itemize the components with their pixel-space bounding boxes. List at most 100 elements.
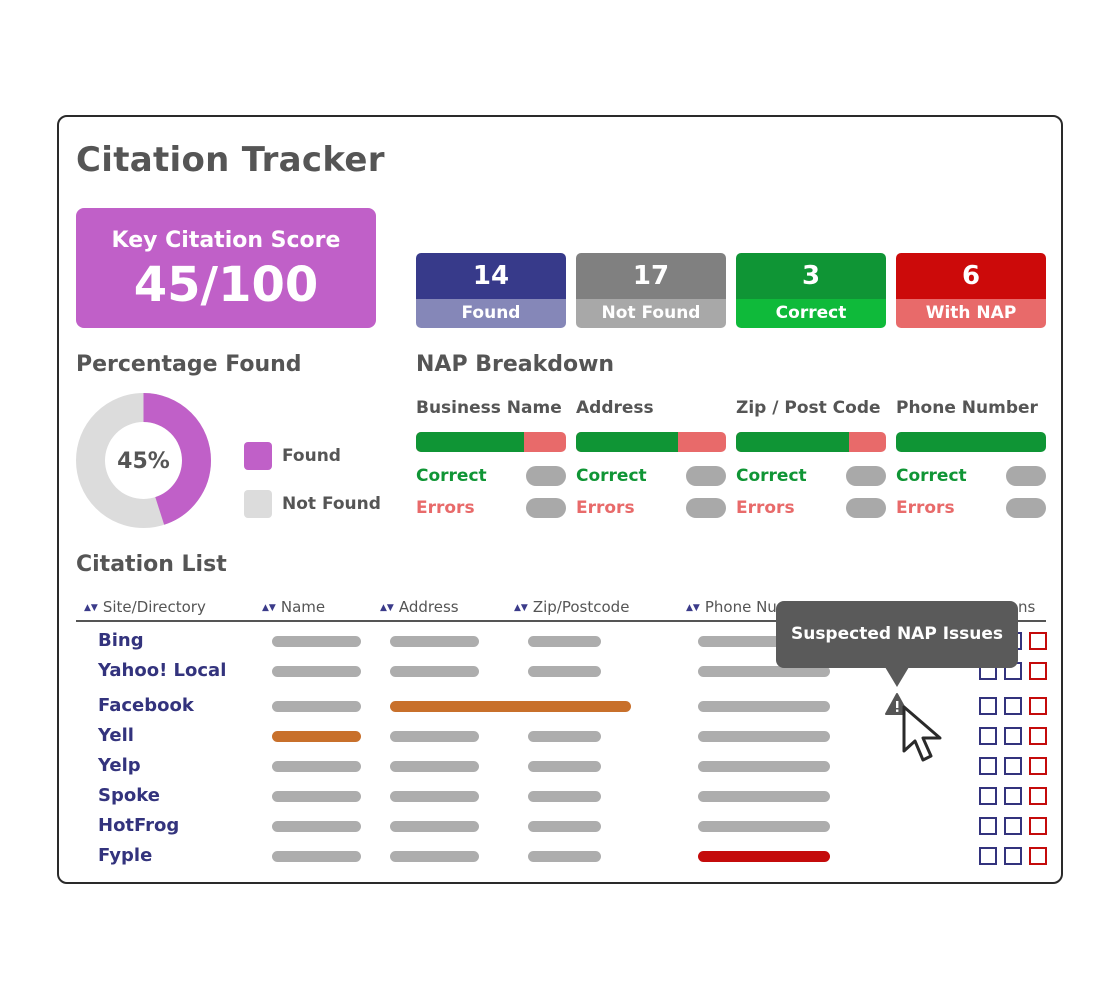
nap-correct-toggle[interactable] xyxy=(1006,466,1046,486)
nap-breakdown-heading: NAP Breakdown xyxy=(416,352,615,377)
key-citation-score-box: Key Citation Score 45/100 xyxy=(76,208,376,328)
action-checkbox-flag[interactable] xyxy=(1029,757,1047,775)
column-header-address[interactable]: ▲▼ Address xyxy=(380,598,459,616)
action-checkbox-2[interactable] xyxy=(1004,817,1022,835)
address-value-bar xyxy=(390,791,479,802)
action-checkbox-2[interactable] xyxy=(1004,697,1022,715)
action-checkbox-2[interactable] xyxy=(1004,757,1022,775)
nap-errors-toggle[interactable] xyxy=(1006,498,1046,518)
action-checkbox-flag[interactable] xyxy=(1029,847,1047,865)
nap-errors-label: Errors xyxy=(576,498,635,518)
action-checkbox-1[interactable] xyxy=(979,787,997,805)
action-checkbox-flag[interactable] xyxy=(1029,817,1047,835)
score-value: 45/100 xyxy=(133,257,319,313)
name-value-bar xyxy=(272,821,361,832)
stat-nap-errors[interactable]: 6 With NAP Errors xyxy=(896,253,1046,328)
phone-value-bar xyxy=(698,636,830,647)
mouse-pointer-icon xyxy=(902,705,942,762)
action-checkbox-1[interactable] xyxy=(979,757,997,775)
stat-nap-errors-count: 6 xyxy=(896,253,1046,299)
action-checkbox-1[interactable] xyxy=(979,697,997,715)
column-header-address-label: Address xyxy=(398,598,459,616)
nap-progress-correct-fill xyxy=(896,432,1046,452)
donut-found-segment xyxy=(76,393,211,528)
phone-value-bar xyxy=(698,821,830,832)
nap-column-address: Address xyxy=(576,398,654,418)
address-value-bar xyxy=(390,731,479,742)
phone-value-bar xyxy=(698,666,830,677)
nap-progress-bar-phone-number xyxy=(896,432,1046,452)
zip-value-bar xyxy=(528,761,601,772)
table-header-divider xyxy=(76,620,1046,622)
name-value-bar xyxy=(272,636,361,647)
citation-site-link[interactable]: Fyple xyxy=(98,845,153,866)
nap-errors-label: Errors xyxy=(736,498,795,518)
column-header-actions[interactable]: ns xyxy=(1018,598,1035,616)
nap-progress-bar-business-name xyxy=(416,432,566,452)
zip-value-bar xyxy=(528,666,601,677)
suspected-nap-issues-tooltip: Suspected NAP Issues xyxy=(776,601,1018,668)
stat-correct[interactable]: 3 Correct xyxy=(736,253,886,328)
zip-value-bar xyxy=(528,851,601,862)
citation-site-link[interactable]: Bing xyxy=(98,630,144,651)
phone-value-bar xyxy=(698,761,830,772)
action-checkbox-1[interactable] xyxy=(979,817,997,835)
nap-correct-label: Correct xyxy=(736,466,807,486)
nap-progress-bar-zip-post-code xyxy=(736,432,886,452)
nap-correct-label: Correct xyxy=(416,466,487,486)
stat-found[interactable]: 14 Found xyxy=(416,253,566,328)
column-header-zip[interactable]: ▲▼ Zip/Postcode xyxy=(514,598,629,616)
nap-errors-toggle[interactable] xyxy=(846,498,886,518)
nap-progress-correct-fill xyxy=(416,432,524,452)
percentage-found-heading: Percentage Found xyxy=(76,352,302,377)
citation-site-link[interactable]: Yell xyxy=(98,725,134,746)
sort-arrows-icon: ▲▼ xyxy=(84,603,98,613)
phone-value-bar xyxy=(698,701,830,712)
action-checkbox-flag[interactable] xyxy=(1029,727,1047,745)
action-checkbox-1[interactable] xyxy=(979,847,997,865)
stat-not-found[interactable]: 17 Not Found xyxy=(576,253,726,328)
action-checkbox-flag[interactable] xyxy=(1029,632,1047,650)
action-checkbox-flag[interactable] xyxy=(1029,787,1047,805)
zip-value-bar xyxy=(528,636,601,647)
nap-correct-label: Correct xyxy=(576,466,647,486)
percentage-donut-chart: 45% xyxy=(76,393,211,528)
legend-found-label: Found xyxy=(282,446,341,466)
citation-site-link[interactable]: Yelp xyxy=(98,755,141,776)
legend-not-found-swatch xyxy=(244,490,272,518)
stat-correct-count: 3 xyxy=(736,253,886,299)
nap-errors-toggle[interactable] xyxy=(686,498,726,518)
action-checkbox-1[interactable] xyxy=(979,727,997,745)
stat-correct-caption: Correct xyxy=(736,299,886,328)
phone-value-bar xyxy=(698,731,830,742)
address-value-bar xyxy=(390,666,479,677)
column-header-site[interactable]: ▲▼ Site/Directory xyxy=(84,598,206,616)
name-value-bar xyxy=(272,791,361,802)
nap-errors-toggle[interactable] xyxy=(526,498,566,518)
action-checkbox-2[interactable] xyxy=(1004,787,1022,805)
nap-correct-toggle[interactable] xyxy=(526,466,566,486)
stat-found-caption: Found xyxy=(416,299,566,328)
citation-site-link[interactable]: Facebook xyxy=(98,695,194,716)
stat-not-found-count: 17 xyxy=(576,253,726,299)
citation-site-link[interactable]: Spoke xyxy=(98,785,160,806)
nap-progress-correct-fill xyxy=(736,432,849,452)
sort-arrows-icon: ▲▼ xyxy=(380,603,394,613)
column-header-name-label: Name xyxy=(280,598,326,616)
column-header-phone[interactable]: ▲▼ Phone Num xyxy=(686,598,791,616)
action-checkbox-2[interactable] xyxy=(1004,727,1022,745)
action-checkbox-2[interactable] xyxy=(1004,847,1022,865)
name-value-bar xyxy=(272,761,361,772)
action-checkbox-flag[interactable] xyxy=(1029,662,1047,680)
address-value-bar xyxy=(390,851,479,862)
zip-value-bar xyxy=(528,731,601,742)
nap-column-business-name: Business Name xyxy=(416,398,562,418)
nap-correct-toggle[interactable] xyxy=(846,466,886,486)
nap-progress-bar-address xyxy=(576,432,726,452)
citation-site-link[interactable]: Yahoo! Local xyxy=(98,660,227,681)
address-value-bar xyxy=(390,701,631,712)
action-checkbox-flag[interactable] xyxy=(1029,697,1047,715)
nap-correct-toggle[interactable] xyxy=(686,466,726,486)
citation-site-link[interactable]: HotFrog xyxy=(98,815,180,836)
column-header-name[interactable]: ▲▼ Name xyxy=(262,598,325,616)
